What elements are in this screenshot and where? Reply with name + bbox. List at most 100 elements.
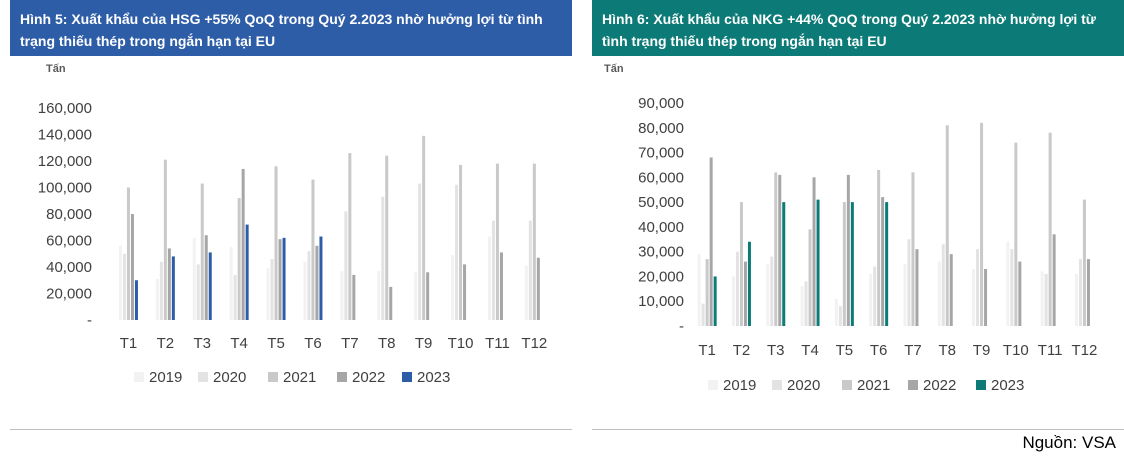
y-tick-label: 20,000 <box>46 286 92 303</box>
legend-swatch <box>268 372 278 382</box>
bar-2019-T3 <box>766 264 770 326</box>
bar-2022-T3 <box>204 235 208 320</box>
legend-swatch <box>708 380 718 390</box>
y-tick-label: 160,000 <box>38 100 92 117</box>
y-tick-label: 80,000 <box>46 206 92 223</box>
bar-2020-T6 <box>307 251 311 320</box>
bar-2023-T3 <box>782 202 786 326</box>
bar-2021-T4 <box>808 229 812 326</box>
legend-swatch <box>772 380 782 390</box>
legend-swatch <box>134 372 144 382</box>
bar-2023-T1 <box>713 276 717 326</box>
bar-2019-T11 <box>1040 271 1044 326</box>
x-tick-label: T6 <box>870 342 888 359</box>
bar-2022-T12 <box>1086 259 1090 326</box>
bar-2020-T10 <box>1010 249 1014 326</box>
bar-2022-T1 <box>709 157 713 326</box>
bar-2019-T4 <box>229 247 233 320</box>
legend-swatch <box>976 380 986 390</box>
bar-2022-T8 <box>949 254 953 326</box>
x-tick-label: T4 <box>801 342 819 359</box>
x-tick-label: T4 <box>230 335 248 352</box>
bar-2021-T6 <box>877 169 881 326</box>
bar-2020-T1 <box>701 303 705 326</box>
bar-2023-T4 <box>245 224 249 320</box>
bar-2022-T6 <box>881 197 885 326</box>
bar-2023-T2 <box>171 256 175 320</box>
bar-2021-T4 <box>237 198 241 320</box>
bar-2019-T8 <box>377 270 381 320</box>
bar-2020-T6 <box>873 266 877 326</box>
legend-label: 2020 <box>213 369 246 386</box>
bar-2020-T8 <box>381 196 385 320</box>
legend-label: 2023 <box>991 377 1024 394</box>
bar-2020-T4 <box>233 274 237 320</box>
bar-2022-T11 <box>499 252 503 320</box>
y-tick-label: - <box>679 318 684 335</box>
bar-2022-T9 <box>984 269 988 326</box>
bar-2022-T4 <box>241 168 245 320</box>
x-tick-label: T3 <box>767 342 785 359</box>
x-tick-label: T6 <box>304 335 322 352</box>
bar-2023-T5 <box>850 202 854 326</box>
x-tick-label: T8 <box>938 342 956 359</box>
bar-2019-T10 <box>451 255 455 320</box>
bar-2020-T7 <box>344 211 348 320</box>
bar-2022-T10 <box>463 264 467 320</box>
x-tick-label: T7 <box>904 342 922 359</box>
bar-2019-T9 <box>972 269 976 326</box>
y-tick-label: 50,000 <box>638 194 684 211</box>
bar-2022-T2 <box>743 261 747 326</box>
x-tick-label: T11 <box>1038 342 1063 359</box>
x-tick-label: T11 <box>485 335 510 352</box>
bar-2020-T7 <box>907 239 911 326</box>
x-tick-label: T9 <box>973 342 991 359</box>
bar-2019-T1 <box>697 254 701 326</box>
y-tick-label: 40,000 <box>638 219 684 236</box>
legend-label: 2019 <box>149 369 182 386</box>
x-tick-label: T10 <box>448 335 474 352</box>
bar-2022-T4 <box>812 177 816 326</box>
x-tick-label: T2 <box>157 335 175 352</box>
bar-2020-T2 <box>159 261 163 320</box>
bar-2020-T3 <box>196 264 200 320</box>
bar-2020-T12 <box>1078 259 1082 326</box>
y-tick-label: 100,000 <box>38 180 92 197</box>
x-tick-label: T5 <box>836 342 854 359</box>
legend-label: 2019 <box>723 377 756 394</box>
bar-2019-T12 <box>1074 273 1078 326</box>
bar-2020-T3 <box>770 256 774 326</box>
y-tick-label: 120,000 <box>38 153 92 170</box>
bar-2019-T12 <box>524 265 528 320</box>
bar-2020-T5 <box>838 306 842 326</box>
y-tick-label: 20,000 <box>638 268 684 285</box>
bar-2023-T4 <box>816 199 820 326</box>
bar-2019-T11 <box>487 236 491 320</box>
bar-2023-T6 <box>319 236 323 320</box>
y-tick-label: - <box>87 312 92 329</box>
bar-2021-T10 <box>459 164 463 320</box>
bar-2022-T10 <box>1018 261 1022 326</box>
bar-2022-T7 <box>352 274 356 320</box>
bar-2019-T2 <box>731 276 735 326</box>
x-tick-label: T9 <box>415 335 433 352</box>
legend-swatch <box>842 380 852 390</box>
bar-2019-T7 <box>903 264 907 326</box>
x-tick-label: T8 <box>378 335 396 352</box>
bar-2020-T11 <box>1044 273 1048 326</box>
bar-2019-T7 <box>340 270 344 320</box>
bar-2021-T9 <box>980 122 984 326</box>
bar-2020-T8 <box>941 244 945 326</box>
bar-2023-T6 <box>885 202 889 326</box>
legend-label: 2022 <box>923 377 956 394</box>
bar-2020-T12 <box>528 220 532 320</box>
y-axis-unit: Tấn <box>604 63 624 75</box>
chart-title: Hình 5: Xuất khẩu của HSG +55% QoQ trong… <box>10 0 572 56</box>
bar-2020-T4 <box>804 281 808 326</box>
divider <box>10 429 572 430</box>
bar-2022-T3 <box>778 174 782 326</box>
bar-2021-T5 <box>842 202 846 326</box>
bar-2019-T1 <box>118 245 122 320</box>
bar-2022-T5 <box>846 174 850 326</box>
y-tick-label: 60,000 <box>46 233 92 250</box>
